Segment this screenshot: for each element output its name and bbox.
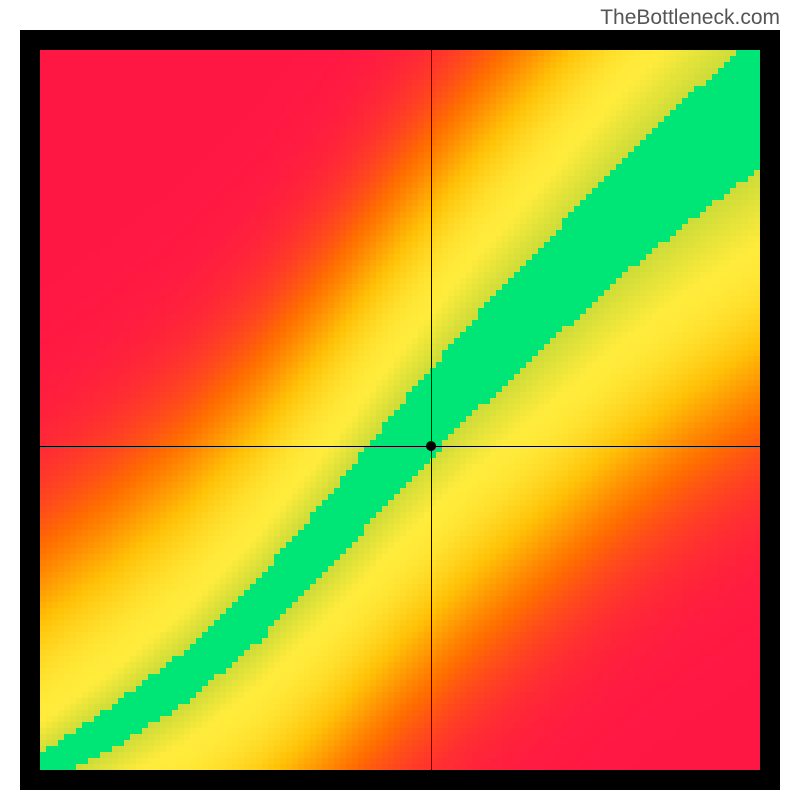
chart-frame [20, 30, 780, 790]
watermark-text: TheBottleneck.com [600, 6, 780, 30]
crosshair-vertical [431, 50, 432, 770]
plot-area [40, 50, 760, 770]
crosshair-horizontal [40, 446, 760, 447]
heatmap-canvas [40, 50, 760, 770]
marker-dot [426, 441, 436, 451]
